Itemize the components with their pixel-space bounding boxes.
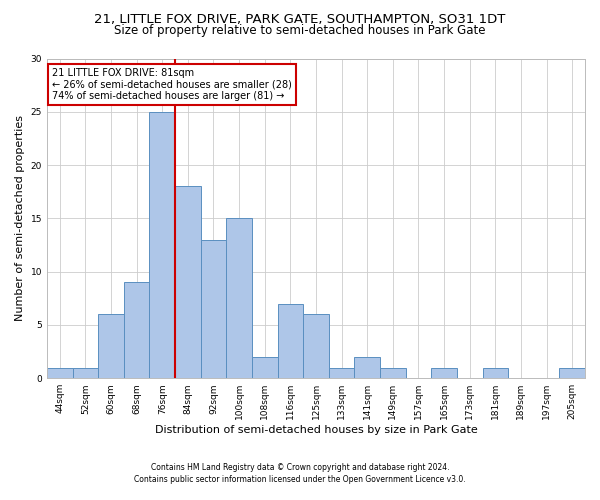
X-axis label: Distribution of semi-detached houses by size in Park Gate: Distribution of semi-detached houses by … [155,425,478,435]
Text: Contains public sector information licensed under the Open Government Licence v3: Contains public sector information licen… [134,475,466,484]
Bar [98,314,124,378]
Bar [226,218,252,378]
Text: Contains HM Land Registry data © Crown copyright and database right 2024.: Contains HM Land Registry data © Crown c… [151,464,449,472]
Bar [252,357,278,378]
Bar [278,304,303,378]
Bar [149,112,175,378]
Bar [380,368,406,378]
Bar [355,357,380,378]
Text: Size of property relative to semi-detached houses in Park Gate: Size of property relative to semi-detach… [114,24,486,37]
Bar [200,240,226,378]
Bar [482,368,508,378]
Bar [303,314,329,378]
Bar [124,282,149,378]
Bar [329,368,355,378]
Bar [431,368,457,378]
Bar [175,186,200,378]
Text: 21, LITTLE FOX DRIVE, PARK GATE, SOUTHAMPTON, SO31 1DT: 21, LITTLE FOX DRIVE, PARK GATE, SOUTHAM… [94,12,506,26]
Bar [73,368,98,378]
Bar [47,368,73,378]
Text: 21 LITTLE FOX DRIVE: 81sqm
← 26% of semi-detached houses are smaller (28)
74% of: 21 LITTLE FOX DRIVE: 81sqm ← 26% of semi… [52,68,292,102]
Y-axis label: Number of semi-detached properties: Number of semi-detached properties [15,116,25,322]
Bar [559,368,585,378]
